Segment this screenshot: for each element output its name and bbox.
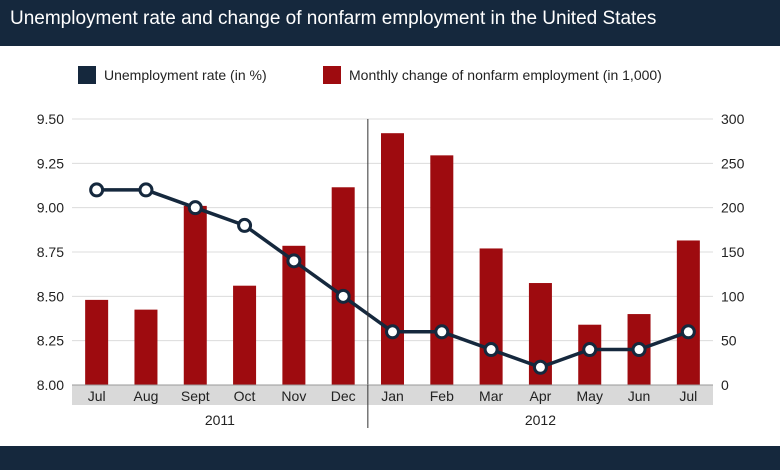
legend-swatch-unemployment: [78, 66, 96, 84]
y-left-tick-label: 9.00: [37, 200, 64, 216]
y-left-tick-label: 8.50: [37, 288, 64, 304]
x-tick-label: Feb: [430, 388, 454, 404]
y-right-tick-label: 300: [721, 111, 745, 127]
legend-item-unemployment: Unemployment rate (in %): [78, 62, 267, 88]
bar-nonfarm-change: [430, 155, 454, 385]
legend-item-nonfarm: Monthly change of nonfarm employment (in…: [323, 62, 662, 88]
y-right-tick-label: 200: [721, 200, 745, 216]
y-right-tick-label: 0: [721, 377, 729, 393]
category-band: [72, 385, 713, 405]
unemployment-rate-point: [286, 253, 302, 269]
x-tick-label: Jul: [679, 388, 697, 404]
unemployment-rate-point: [532, 359, 548, 375]
y-left-tick-label: 8.00: [37, 377, 64, 393]
y-left-tick-label: 9.50: [37, 111, 64, 127]
unemployment-rate-point: [582, 342, 598, 358]
chart-title: Unemployment rate and change of nonfarm …: [10, 8, 657, 29]
legend: Unemployment rate (in %) Monthly change …: [0, 62, 780, 88]
y-left-tick-label: 9.25: [37, 155, 64, 171]
unemployment-rate-point: [138, 182, 154, 198]
x-tick-label: Aug: [134, 388, 159, 404]
x-tick-label: May: [577, 388, 603, 404]
unemployment-rate-point: [237, 217, 253, 233]
unemployment-rate-point: [631, 342, 647, 358]
unemployment-rate-point: [385, 324, 400, 340]
year-group-label: 2011: [205, 412, 235, 428]
x-tick-label: Nov: [281, 388, 306, 404]
legend-label-nonfarm: Monthly change of nonfarm employment (in…: [349, 67, 662, 83]
x-tick-label: Jan: [381, 388, 404, 404]
bar-nonfarm-change: [85, 299, 109, 385]
x-tick-label: Dec: [331, 388, 356, 404]
x-tick-label: Apr: [530, 388, 552, 404]
x-tick-label: Mar: [479, 388, 503, 404]
footer-bar: [0, 446, 780, 470]
unemployment-rate-point: [335, 288, 351, 304]
y-right-tick-label: 50: [721, 333, 737, 349]
bar-nonfarm-change: [528, 283, 552, 385]
unemployment-rate-point: [187, 200, 203, 216]
y-right-tick-label: 250: [721, 155, 745, 171]
bar-nonfarm-change: [331, 187, 355, 385]
combo-chart: 8.00 8.25 8.50 8.75 9.00 9.25 9.50 0 50 100 150 200…: [37, 111, 745, 428]
bar-nonfarm-change: [479, 248, 503, 385]
y-left-tick-label: 8.75: [37, 244, 64, 260]
legend-swatch-nonfarm: [323, 66, 341, 84]
bar-nonfarm-change: [676, 240, 700, 385]
legend-label-unemployment: Unemployment rate (in %): [104, 67, 267, 83]
y-right-tick-label: 100: [721, 288, 745, 304]
x-tick-label: Sept: [181, 388, 210, 404]
year-group-label: 2012: [525, 412, 556, 428]
y-right-tick-label: 150: [721, 244, 745, 260]
unemployment-rate-point: [680, 324, 696, 340]
bar-nonfarm-change: [183, 205, 207, 385]
header-bar: Unemployment rate and change of nonfarm …: [0, 0, 780, 46]
bar-nonfarm-change: [381, 133, 404, 385]
bar-nonfarm-change: [233, 285, 257, 385]
unemployment-rate-point: [483, 342, 499, 358]
unemployment-rate-point: [434, 324, 450, 340]
x-tick-label: Jun: [628, 388, 651, 404]
x-tick-label: Oct: [234, 388, 256, 404]
bar-nonfarm-change: [282, 245, 306, 385]
bar-nonfarm-change: [134, 309, 158, 385]
unemployment-rate-point: [89, 182, 105, 198]
x-tick-label: Jul: [88, 388, 106, 404]
y-left-tick-label: 8.25: [37, 333, 64, 349]
